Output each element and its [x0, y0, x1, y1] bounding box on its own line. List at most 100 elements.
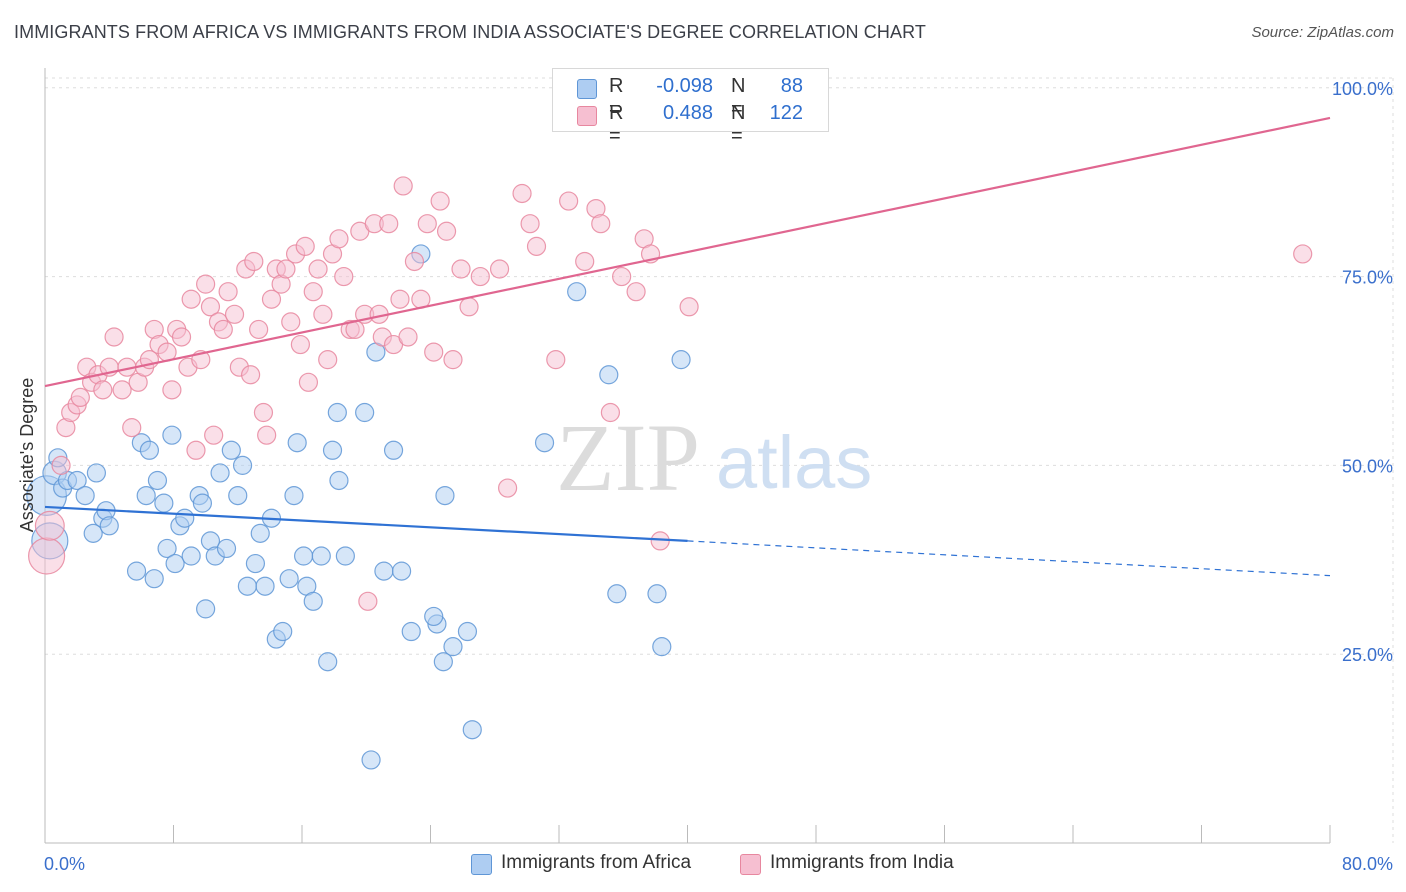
africa-point	[424, 606, 444, 627]
africa-point	[303, 591, 323, 611]
africa-point	[647, 584, 667, 604]
africa-point	[433, 652, 453, 672]
africa-point	[401, 621, 421, 642]
india-point	[51, 455, 71, 475]
africa-point	[327, 402, 347, 423]
africa-point	[228, 485, 248, 506]
india-point	[257, 425, 277, 445]
india-point	[122, 418, 142, 438]
legend-swatch-africa	[471, 854, 492, 875]
africa-point	[599, 365, 619, 385]
india-point	[261, 289, 282, 309]
india-point	[526, 236, 547, 256]
india-point	[196, 274, 216, 294]
africa-point	[607, 584, 627, 604]
india-point	[404, 251, 425, 272]
legend-r-value: 0.488	[662, 102, 713, 124]
india-point	[303, 282, 323, 302]
india-point	[626, 282, 646, 302]
india-point	[436, 221, 457, 241]
india-point	[451, 259, 471, 279]
africa-point	[136, 485, 156, 506]
india-point	[512, 183, 532, 204]
india-point	[358, 591, 378, 611]
watermark-zip: ZIP	[556, 404, 700, 511]
india-point	[213, 319, 233, 340]
india-point	[612, 266, 632, 287]
africa-point	[273, 621, 293, 642]
africa-point	[255, 576, 275, 596]
africa-point	[322, 440, 343, 460]
africa-point	[287, 433, 307, 453]
india-point	[650, 531, 670, 551]
africa-point	[192, 493, 213, 513]
india-point	[443, 350, 463, 370]
watermark-atlas: atlas	[716, 421, 872, 504]
africa-point	[83, 523, 103, 543]
y-tick-label: 75.0%	[1342, 268, 1393, 288]
africa-point	[361, 750, 381, 770]
india-point	[218, 282, 238, 302]
india-point	[393, 176, 413, 196]
y-tick-label: 25.0%	[1342, 645, 1393, 665]
source-label: Source: ZipAtlas.com	[1251, 24, 1394, 41]
africa-trend-extension	[687, 540, 1331, 577]
africa-point	[355, 402, 375, 423]
india-point	[424, 342, 444, 362]
india-point	[200, 297, 221, 317]
legend-swatch-africa	[577, 79, 597, 99]
africa-point	[165, 553, 185, 574]
india-point	[162, 380, 182, 400]
africa-point	[567, 282, 587, 302]
africa-point	[534, 433, 555, 453]
india-point	[298, 372, 319, 392]
y-axis-label: Associate's Degree	[17, 378, 37, 533]
africa-point	[391, 561, 412, 581]
x-tick-label: 0.0%	[44, 854, 85, 874]
india-point	[34, 510, 65, 541]
india-point	[334, 266, 354, 287]
africa-point	[157, 538, 177, 559]
india-points	[28, 176, 1313, 611]
india-point	[591, 214, 611, 234]
india-point	[1293, 244, 1313, 264]
india-point	[379, 214, 399, 234]
africa-point	[162, 425, 182, 445]
watermark: ZIP atlas	[556, 404, 872, 511]
india-point	[104, 327, 124, 347]
africa-point	[75, 485, 95, 506]
india-point	[28, 537, 66, 575]
tick-labels: 25.0% 50.0% 75.0% 100.0% 0.0% 80.0%	[44, 79, 1393, 874]
india-point	[489, 259, 510, 279]
legend-swatch-india	[577, 106, 597, 126]
india-point	[253, 402, 274, 423]
africa-point	[435, 485, 455, 506]
legend-label-africa: Immigrants from Africa	[501, 852, 692, 873]
india-point	[171, 327, 192, 347]
india-point	[600, 402, 621, 423]
africa-point	[329, 470, 349, 491]
africa-point	[294, 546, 314, 566]
africa-point	[126, 561, 147, 581]
africa-point	[221, 440, 241, 460]
africa-point	[250, 523, 270, 543]
india-point	[679, 297, 699, 317]
africa-point	[462, 720, 482, 740]
africa-point	[237, 576, 257, 596]
india-point	[498, 478, 518, 498]
india-point	[313, 304, 333, 324]
africa-point	[284, 485, 304, 506]
india-point	[295, 236, 315, 256]
legend-n-value: 88	[780, 75, 803, 97]
x-tick-label: 80.0%	[1342, 854, 1393, 874]
africa-point	[232, 455, 253, 475]
india-trend-line	[44, 116, 1331, 388]
india-point	[520, 214, 540, 234]
india-point	[281, 312, 301, 332]
india-point	[204, 425, 224, 445]
india-point	[93, 380, 113, 400]
india-point	[249, 319, 269, 340]
africa-point	[154, 493, 174, 513]
africa-point	[196, 599, 216, 619]
